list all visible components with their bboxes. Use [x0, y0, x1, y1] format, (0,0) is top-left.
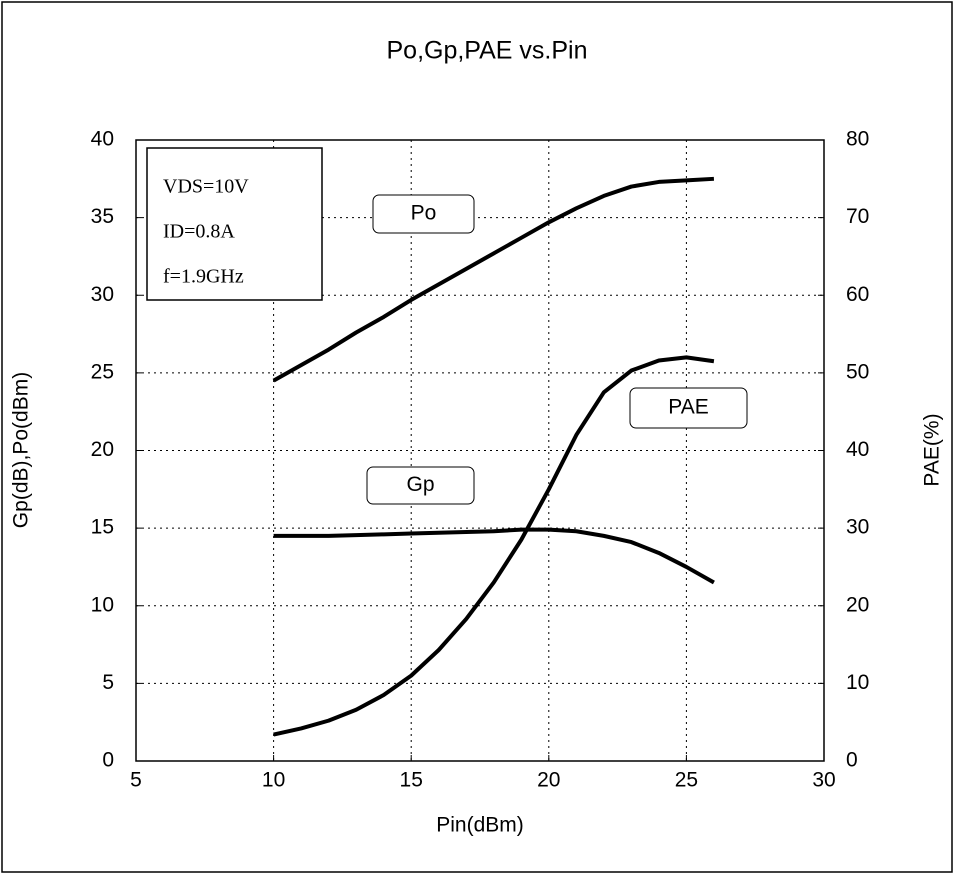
y2-tick-label: 20	[846, 593, 869, 616]
series-label-box	[366, 466, 475, 505]
y-tick-label: 25	[91, 360, 114, 383]
y2-axis-label: PAE(%)	[921, 413, 944, 486]
series-line	[273, 355, 715, 737]
x-tick-label: 10	[262, 769, 285, 792]
y2-tick-label: 50	[846, 360, 869, 383]
y2-tick-label: 10	[846, 671, 869, 694]
y2-tick-label: 30	[846, 516, 869, 539]
x-tick-label: 5	[130, 769, 142, 792]
series-line	[272, 176, 715, 383]
y2-tick-label: 60	[846, 283, 869, 306]
y-tick-label: 10	[91, 593, 114, 616]
chart-title: Po,Gp,PAE vs.Pin	[386, 37, 587, 65]
series-label: PAE	[668, 396, 708, 419]
x-tick-label: 20	[537, 769, 560, 792]
y2-tick-label: 70	[846, 205, 869, 228]
y-tick-label: 0	[102, 749, 114, 772]
x-axis-label: Pin(dBm)	[436, 814, 524, 837]
series-line	[273, 527, 715, 585]
series-label: Po	[411, 202, 437, 225]
y2-tick-label: 0	[846, 749, 858, 772]
conditions-box	[146, 147, 323, 301]
y-tick-label: 5	[102, 671, 114, 694]
x-tick-label: 15	[400, 769, 423, 792]
y-tick-label: 35	[91, 205, 114, 228]
series-label-box	[372, 194, 475, 234]
series-label: Gp	[406, 473, 434, 496]
x-tick-label: 25	[675, 769, 698, 792]
condition-text: f=1.9GHz	[163, 266, 244, 288]
y2-tick-label: 80	[846, 128, 869, 151]
y-tick-label: 15	[91, 516, 114, 539]
series-label-box	[629, 387, 748, 429]
plot-border	[135, 139, 825, 762]
condition-text: VDS=10V	[163, 176, 249, 198]
y-axis-label: Gp(dB),Po(dBm)	[10, 372, 33, 528]
y-tick-label: 40	[91, 128, 114, 151]
y-tick-label: 30	[91, 283, 114, 306]
x-tick-label: 30	[812, 769, 835, 792]
y2-tick-label: 40	[846, 438, 869, 461]
condition-text: ID=0.8A	[163, 221, 235, 243]
y-tick-label: 20	[91, 438, 114, 461]
